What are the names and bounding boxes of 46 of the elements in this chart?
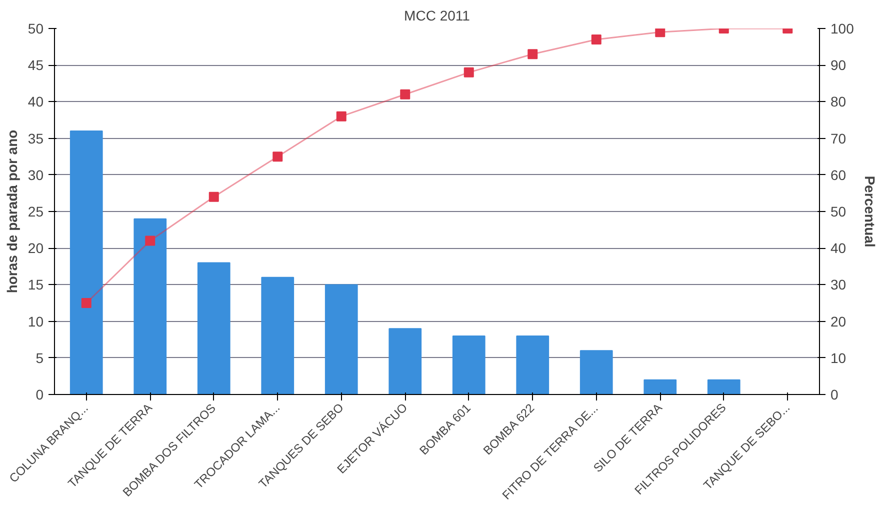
point <box>655 28 666 38</box>
point <box>145 236 156 246</box>
point <box>336 111 346 122</box>
y-tick-label: 40 <box>28 94 44 110</box>
y2-tick-label: 80 <box>830 94 846 110</box>
bar <box>324 284 358 394</box>
y2-tick-label: 40 <box>830 240 846 256</box>
point <box>591 34 602 44</box>
y-tick-label: 0 <box>36 386 44 402</box>
bar <box>644 379 677 394</box>
bar <box>580 350 613 394</box>
bar <box>70 130 103 394</box>
y2-tick-label: 100 <box>830 20 854 36</box>
y2-axis-title: Percentual <box>862 176 878 248</box>
bar <box>452 335 486 394</box>
y2-tick-label: 50 <box>830 204 846 220</box>
bar <box>388 328 422 394</box>
point <box>528 49 538 60</box>
y-tick-label: 20 <box>28 240 44 256</box>
y-tick-label: 5 <box>36 350 44 366</box>
bar <box>197 262 230 394</box>
y-tick-label: 45 <box>28 57 44 74</box>
y2-tick-label: 10 <box>830 350 846 366</box>
y-tick-label: 25 <box>28 204 44 220</box>
y2-tick-label: 90 <box>830 57 846 74</box>
y-axis-title: horas de parada por ano <box>4 130 20 294</box>
point <box>400 89 410 100</box>
y-tick-label: 10 <box>28 313 44 330</box>
bar <box>707 379 740 394</box>
y2-tick-label: 0 <box>830 386 838 402</box>
point <box>208 192 219 202</box>
y2-tick-label: 20 <box>830 313 846 330</box>
y-tick-label: 35 <box>28 130 44 146</box>
chart-title: MCC 2011 <box>404 8 470 24</box>
bar <box>134 218 167 394</box>
point <box>272 152 283 162</box>
y-tick-label: 30 <box>28 166 44 183</box>
y2-tick-label: 30 <box>830 276 846 293</box>
y2-tick-label: 60 <box>830 166 846 183</box>
bar <box>261 276 294 394</box>
y2-tick-label: 70 <box>830 130 846 146</box>
point <box>81 298 92 308</box>
y-tick-label: 50 <box>28 20 44 36</box>
bar <box>516 335 550 394</box>
y-tick-label: 15 <box>28 276 44 293</box>
point <box>464 67 474 78</box>
